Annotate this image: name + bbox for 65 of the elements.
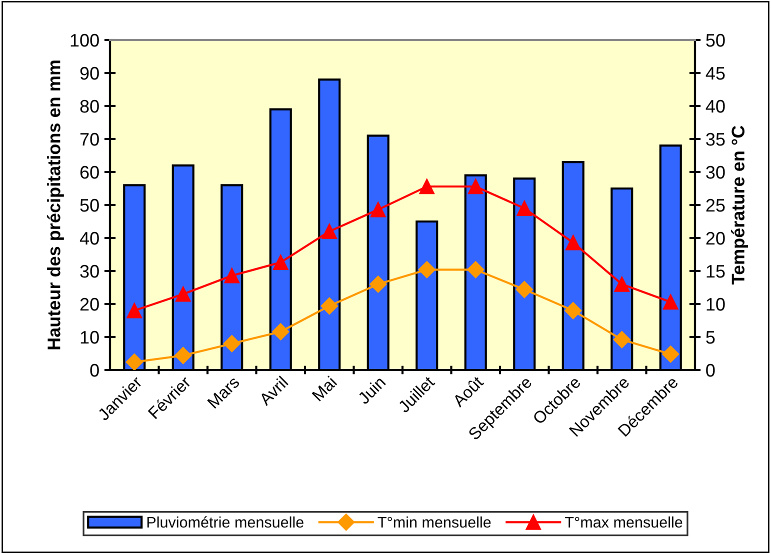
y-tick-label: 30 [80, 264, 99, 278]
y2-tick-label: 25 [706, 198, 725, 212]
bar [513, 178, 536, 370]
point [516, 280, 533, 298]
point [320, 297, 338, 315]
point [662, 294, 678, 310]
y2-tick-label: 30 [706, 166, 725, 179]
point [370, 276, 387, 293]
y-axis-title: Hauteur des précipitations en mm [46, 60, 64, 350]
bar [172, 164, 194, 370]
point [126, 354, 143, 370]
y-tick-label: 20 [80, 298, 99, 311]
bar [220, 184, 244, 370]
legend-label: T°max mensuelle [565, 516, 682, 528]
point [370, 202, 386, 218]
y2-tick-label: 15 [706, 265, 725, 278]
bar [610, 187, 634, 370]
y-tick-label: 50 [80, 198, 99, 212]
y-tick-label: 100 [70, 34, 99, 47]
bar [269, 108, 292, 370]
point [564, 302, 582, 320]
y2-tick-label: 40 [706, 100, 725, 113]
point [614, 276, 630, 292]
point [467, 261, 484, 278]
y2-tick-label: 5 [706, 331, 715, 344]
x-tick-label: Juin [356, 376, 386, 405]
point [516, 200, 532, 216]
bar [123, 184, 146, 370]
y-tick-label: 10 [80, 330, 99, 344]
y-tick-label: 70 [80, 132, 99, 146]
bar [659, 144, 682, 370]
point [272, 323, 290, 340]
point [223, 335, 240, 352]
legend-label: T°min mensuelle [378, 516, 491, 528]
point [272, 254, 288, 270]
legend-label: Pluviométrie mensuelle [147, 516, 304, 528]
y2-tick-label: 10 [706, 298, 725, 311]
y-tick-label: 90 [80, 66, 99, 80]
y2-axis-title: Température en °C [731, 126, 748, 284]
y2-tick-label: 0 [706, 364, 715, 377]
y-tick-label: 40 [80, 232, 99, 245]
point [565, 234, 581, 250]
y2-tick-label: 50 [706, 34, 725, 47]
bar [318, 78, 341, 370]
bar [416, 220, 438, 370]
y2-tick-label: 20 [706, 232, 725, 245]
point [418, 261, 436, 278]
point [126, 302, 142, 318]
point [174, 346, 192, 364]
point [322, 224, 338, 240]
y-tick-label: 0 [90, 364, 99, 377]
point [224, 268, 240, 284]
bar [562, 161, 584, 370]
y2-tick-label: 45 [706, 67, 725, 80]
point [613, 331, 630, 348]
point [175, 286, 191, 302]
point [468, 178, 484, 194]
point [419, 178, 435, 194]
x-tick-label: Mai [311, 376, 338, 402]
point [662, 346, 680, 363]
bar [464, 174, 487, 370]
y2-tick-label: 35 [706, 132, 725, 146]
bar [366, 134, 390, 370]
y-tick-label: 80 [80, 100, 99, 113]
y-tick-label: 60 [80, 166, 99, 179]
